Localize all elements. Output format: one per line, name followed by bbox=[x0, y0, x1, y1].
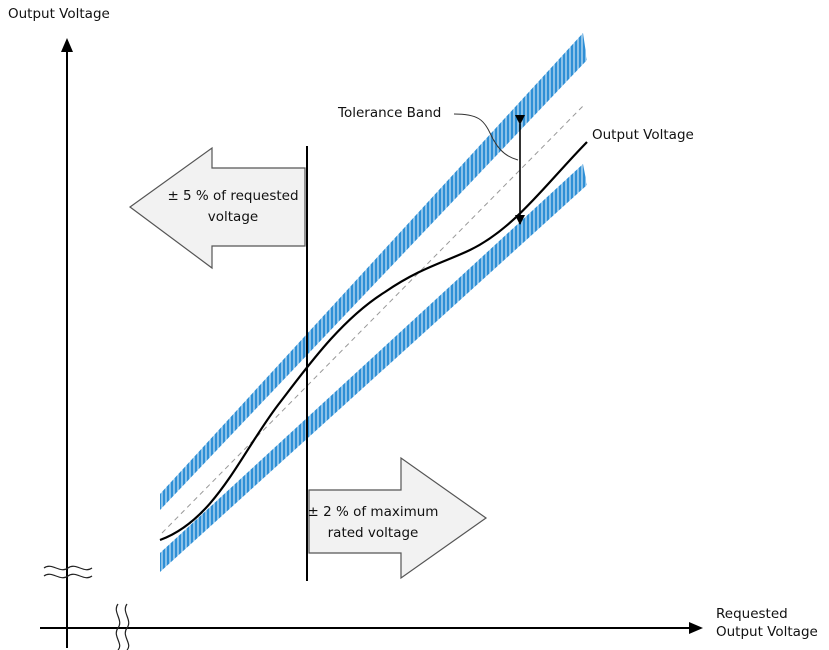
x-axis-label-line2: Output Voltage bbox=[716, 624, 818, 640]
output-voltage-curve bbox=[159, 141, 588, 542]
right-arrow-text-line2: rated voltage bbox=[327, 525, 419, 541]
right-arrow-text: ± 2 % of maximum rated voltage bbox=[304, 502, 442, 544]
x-axis-break-mark bbox=[115, 603, 130, 650]
output-curve-label: Output Voltage bbox=[592, 127, 694, 143]
left-arrow-text-line2: voltage bbox=[207, 209, 259, 225]
left-arrow-text-line1: ± 5 % of requested bbox=[167, 188, 299, 204]
x-axis-arrowhead bbox=[689, 622, 703, 634]
ideal-dashed-line bbox=[161, 103, 586, 534]
tolerance-band-leader bbox=[453, 113, 519, 161]
right-arrow-text-line1: ± 2 % of maximum bbox=[307, 504, 439, 520]
upper-tolerance-band bbox=[160, 33, 587, 510]
left-arrow-shape bbox=[128, 146, 306, 270]
y-axis-arrowhead bbox=[61, 38, 73, 52]
x-axis-label-line1: Requested bbox=[716, 606, 788, 622]
left-arrow-text: ± 5 % of requested voltage bbox=[158, 186, 308, 228]
y-axis-break-mark bbox=[43, 565, 93, 579]
right-arrow-shape bbox=[308, 456, 488, 580]
y-axis-label: Output Voltage bbox=[8, 6, 110, 22]
tolerance-band-label: Tolerance Band bbox=[338, 105, 442, 121]
lower-tolerance-band bbox=[160, 164, 587, 572]
